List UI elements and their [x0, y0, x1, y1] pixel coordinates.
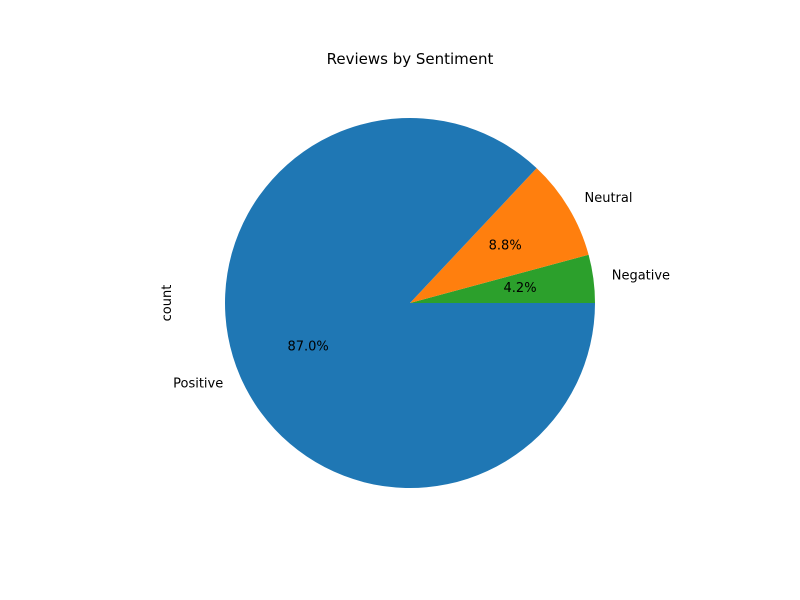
slice-percent-negative: 4.2% — [504, 281, 537, 296]
chart-title: Reviews by Sentiment — [327, 50, 494, 68]
slice-label-negative: Negative — [612, 269, 670, 284]
slice-label-positive: Positive — [173, 376, 223, 391]
slice-percent-positive: 87.0% — [287, 340, 328, 355]
pie-slices — [224, 117, 595, 489]
pie-labels: Negative 4.2% Neutral 8.8% Positive 87.0% — [173, 191, 670, 392]
pie-slice-neutral — [410, 168, 589, 303]
pie-slice-negative — [410, 254, 595, 303]
slice-percent-neutral: 8.8% — [489, 238, 522, 253]
pie-slice-positive — [224, 117, 595, 489]
y-axis-label: count — [160, 285, 175, 322]
slice-label-neutral: Neutral — [585, 191, 633, 206]
